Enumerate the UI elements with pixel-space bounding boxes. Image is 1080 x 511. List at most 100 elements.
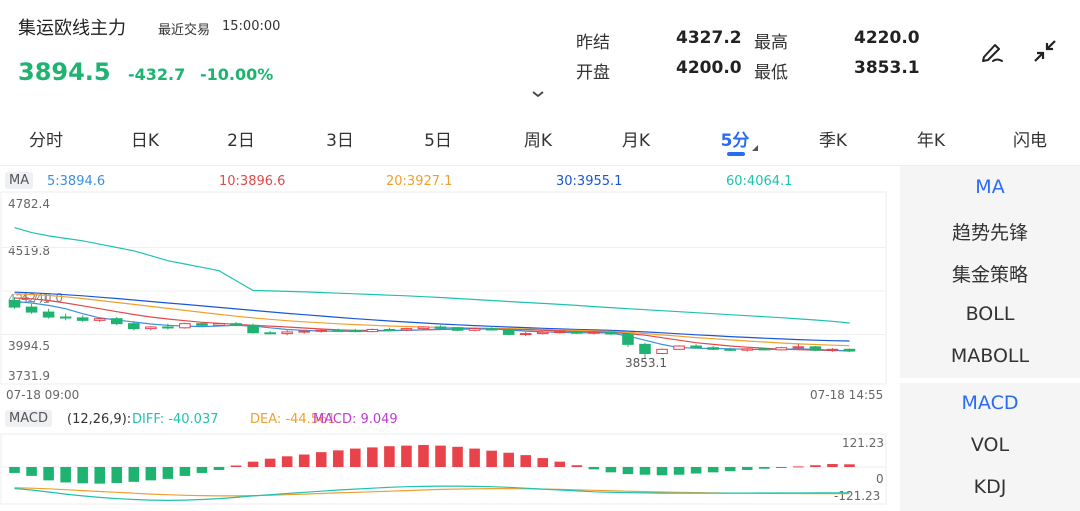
indicator-trend-pioneer[interactable]: 趋势先锋 bbox=[951, 222, 1028, 244]
macd-diff-line bbox=[14, 485, 850, 502]
candle-body bbox=[264, 332, 276, 335]
macd-plot bbox=[1, 445, 886, 502]
candle bbox=[298, 330, 310, 334]
candle bbox=[8, 297, 21, 309]
pen-icon[interactable] bbox=[977, 36, 1007, 66]
macd-bar bbox=[844, 464, 855, 467]
indicator-boll[interactable]: BOLL bbox=[965, 303, 1015, 325]
candle bbox=[332, 328, 345, 332]
candle-body bbox=[196, 323, 208, 326]
chevron-down-icon[interactable] bbox=[531, 84, 545, 98]
macd-bar bbox=[213, 467, 225, 470]
candle-body bbox=[809, 346, 822, 351]
candle bbox=[588, 331, 600, 335]
candle-body bbox=[758, 348, 771, 351]
tab-flash[interactable]: 闪电 bbox=[1013, 131, 1047, 151]
macd-badge[interactable]: MACD bbox=[5, 410, 52, 427]
candle bbox=[213, 322, 225, 327]
macd-bar bbox=[452, 446, 463, 467]
tab-5day[interactable]: 5日 bbox=[424, 131, 452, 151]
candle-body bbox=[145, 326, 157, 330]
candle-body bbox=[502, 329, 515, 335]
tab-intraday[interactable]: 分时 bbox=[29, 131, 63, 151]
candle bbox=[485, 327, 498, 331]
macd-bar bbox=[776, 467, 787, 468]
candles bbox=[8, 297, 856, 358]
chart-grid bbox=[0, 191, 887, 505]
low-label: 最低 bbox=[754, 63, 788, 83]
macd-bar bbox=[196, 467, 208, 473]
tab-yearly[interactable]: 年K bbox=[916, 131, 946, 151]
ma-badge[interactable]: MA bbox=[5, 172, 34, 189]
candle bbox=[775, 346, 788, 351]
fullscreen-icon[interactable] bbox=[1030, 36, 1060, 66]
candle-body bbox=[724, 348, 736, 351]
candle-body bbox=[536, 331, 549, 335]
candle-body bbox=[792, 346, 805, 349]
macd-bar bbox=[332, 450, 344, 467]
macd-bar bbox=[94, 467, 106, 484]
candle bbox=[25, 303, 38, 314]
macd-bar bbox=[827, 464, 838, 467]
candle-body bbox=[707, 347, 719, 350]
candle-body bbox=[690, 345, 702, 349]
candle bbox=[434, 325, 447, 329]
trade-label: 最近交易 bbox=[158, 23, 211, 38]
candle bbox=[605, 331, 617, 336]
indicator-ma[interactable]: MA bbox=[975, 176, 1005, 198]
candle-body bbox=[230, 323, 242, 326]
macd-bar bbox=[588, 467, 600, 470]
candle-body bbox=[468, 328, 481, 331]
indicator-kdj[interactable]: KDJ bbox=[973, 476, 1007, 498]
candle-body bbox=[25, 306, 38, 313]
indicator-gold-strategy[interactable]: 集金策略 bbox=[951, 264, 1028, 286]
candle bbox=[843, 348, 856, 353]
candle bbox=[571, 330, 583, 334]
candle-body bbox=[741, 348, 754, 351]
candle bbox=[366, 328, 379, 333]
tab-quarterly[interactable]: 季K bbox=[818, 131, 848, 151]
candle bbox=[741, 348, 754, 352]
macd-diff: DIFF: -40.037 bbox=[132, 412, 219, 427]
candle bbox=[707, 346, 719, 351]
candle-body bbox=[8, 299, 21, 308]
candle bbox=[76, 315, 89, 322]
candle-body bbox=[639, 343, 651, 354]
ma-lines bbox=[14, 227, 850, 352]
tab-daily[interactable]: 日K bbox=[130, 131, 160, 151]
kline-chart[interactable] bbox=[0, 166, 898, 511]
candle-body bbox=[400, 328, 413, 331]
candle-body bbox=[434, 326, 447, 329]
macd-bar bbox=[435, 445, 446, 467]
tab-weekly[interactable]: 周K bbox=[523, 131, 553, 151]
macd-value: MACD: 9.049 bbox=[313, 412, 398, 427]
price-tick-1: 4782.4 bbox=[8, 197, 50, 211]
macd-bar bbox=[145, 467, 157, 481]
high-value: 4220.0 bbox=[854, 28, 920, 48]
ma5-value: 5:3894.6 bbox=[47, 174, 106, 189]
time-axis-start: 07-18 09:00 bbox=[6, 388, 80, 402]
macd-bar bbox=[793, 466, 804, 468]
prev-settle-value: 4327.2 bbox=[676, 28, 742, 48]
indicator-vol[interactable]: VOL bbox=[970, 434, 1010, 456]
candle bbox=[690, 344, 702, 349]
price-change-pct: -10.00% bbox=[200, 65, 274, 84]
macd-bar bbox=[520, 455, 532, 467]
macd-bar bbox=[247, 461, 259, 467]
tab-3day[interactable]: 3日 bbox=[326, 131, 354, 151]
candle-body bbox=[588, 331, 600, 334]
candle-body bbox=[366, 328, 379, 333]
candle bbox=[59, 313, 72, 321]
macd-bar bbox=[43, 467, 54, 481]
tab-2day[interactable]: 2日 bbox=[227, 131, 255, 151]
candle-body bbox=[826, 348, 839, 351]
candle bbox=[536, 331, 549, 335]
candle-body bbox=[315, 329, 328, 332]
tab-monthly[interactable]: 月K bbox=[621, 131, 651, 151]
indicator-maboll[interactable]: MABOLL bbox=[950, 345, 1030, 367]
indicator-macd[interactable]: MACD bbox=[961, 392, 1019, 414]
tab-5min[interactable]: 5分 bbox=[720, 131, 750, 151]
candle-body bbox=[76, 317, 89, 321]
candle-body bbox=[59, 316, 72, 319]
ma30-value: 30:3955.1 bbox=[556, 174, 623, 189]
